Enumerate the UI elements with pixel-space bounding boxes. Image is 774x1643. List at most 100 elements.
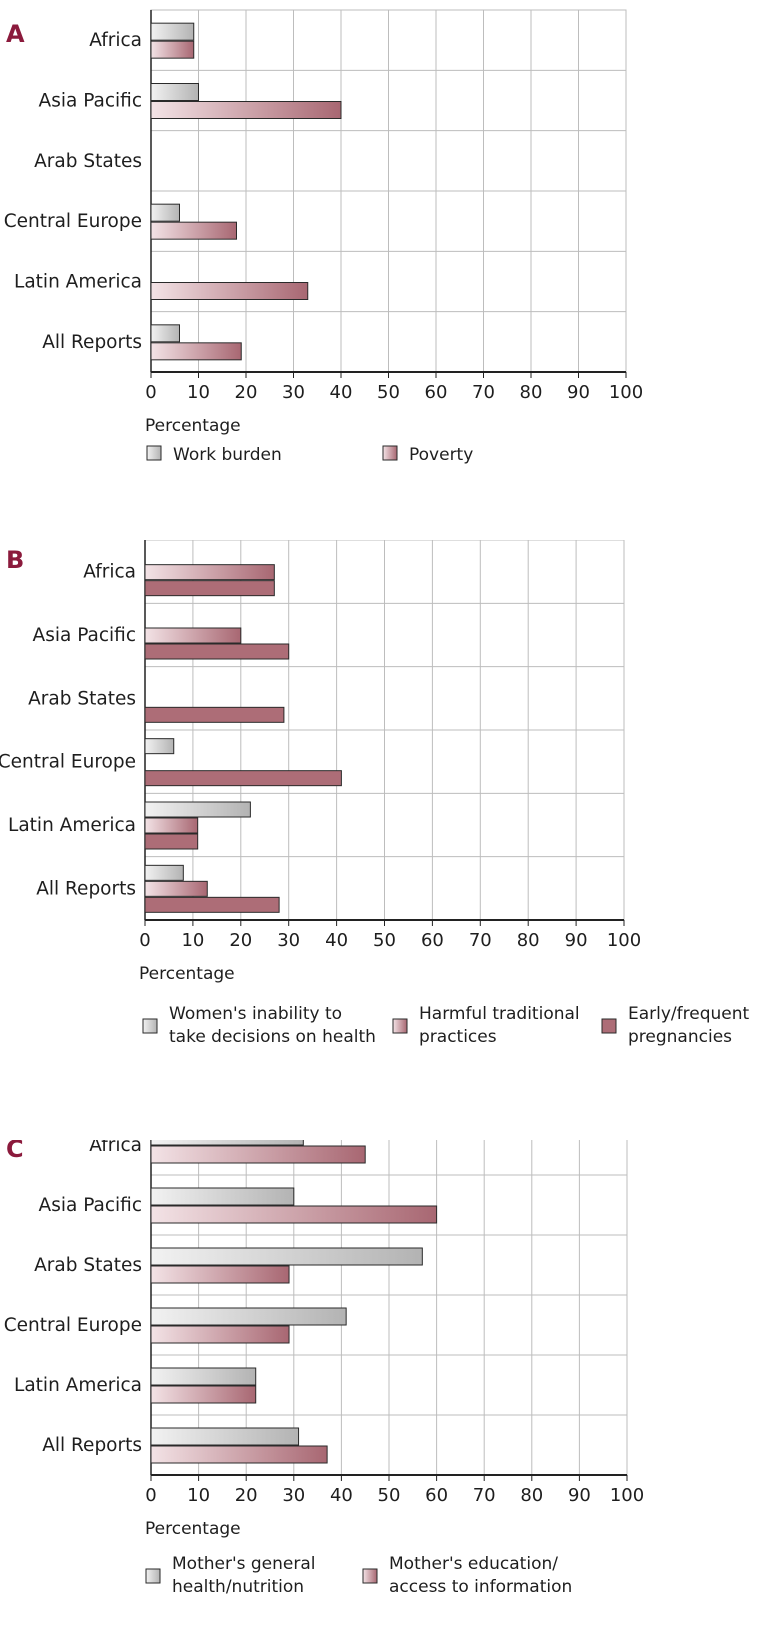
legend-label-women-s-inability-to-take-decisions-on-health: Women's inability to <box>169 1004 342 1024</box>
bar-asia-pacific-mother-s-education-access-to-information <box>150 1205 438 1224</box>
bar-latin-america-women-s-inability-to-take-decisions-on-health <box>144 801 251 818</box>
bar-africa-harmful-traditional-practices <box>144 564 275 581</box>
bar-africa-mother-s-general-health-nutrition <box>150 1140 304 1146</box>
legend: Work burden Poverty <box>146 445 473 465</box>
bar-latin-america-harmful-traditional-practices <box>144 817 199 834</box>
legend-swatch-mother-s-education-access-to-information <box>362 1568 378 1584</box>
x-tick-label: 60 <box>421 930 444 951</box>
bar-central-europe-work-burden <box>150 203 180 222</box>
x-tick-label: 90 <box>567 382 590 403</box>
x-tick-label: 40 <box>330 1485 353 1506</box>
category-label-all-reports: All Reports <box>42 1435 142 1456</box>
category-label-asia-pacific: Asia Pacific <box>33 625 136 646</box>
category-label-africa: Africa <box>89 1140 142 1156</box>
bar-latin-america-mother-s-general-health-nutrition <box>150 1367 257 1386</box>
x-tick-label: 20 <box>235 382 258 403</box>
x-tick-label: 90 <box>565 930 588 951</box>
x-tick-label: 10 <box>181 930 204 951</box>
bar-africa-poverty <box>150 40 195 59</box>
grid <box>144 540 625 921</box>
bar-central-europe-women-s-inability-to-take-decisions-on-health <box>144 738 175 755</box>
x-tick-label: 30 <box>277 930 300 951</box>
x-tick-label: 70 <box>469 930 492 951</box>
x-tick-label: 70 <box>472 382 495 403</box>
legend-swatch-work-burden <box>146 445 162 461</box>
x-tick-label: 10 <box>187 1485 210 1506</box>
panel-label: A <box>6 20 25 48</box>
bar-africa-work-burden <box>150 22 195 41</box>
bar-all-reports-mother-s-education-access-to-information <box>150 1445 328 1464</box>
legend-label-harmful-traditional-practices: Harmful traditional <box>419 1004 580 1024</box>
bar-latin-america-early-frequent-pregnancies <box>144 833 199 850</box>
x-tick-label: 20 <box>235 1485 258 1506</box>
legend: Mother's general health/nutrition Mother's… <box>145 1554 572 1597</box>
legend-swatch-mother-s-general-health-nutrition <box>145 1568 161 1584</box>
legend-label-work-burden: Work burden <box>173 445 282 465</box>
bar-asia-pacific-work-burden <box>150 83 199 101</box>
x-tick-label: 70 <box>473 1485 496 1506</box>
x-tick-label: 60 <box>425 1485 448 1506</box>
x-tick-label: 30 <box>282 382 305 403</box>
x-tick-label: 40 <box>330 382 353 403</box>
chart-a-svg: A 0 10 20 30 40 50 60 70 80 90 100 Percentage Africa A… <box>4 9 643 465</box>
bar-africa-mother-s-education-access-to-information <box>150 1145 366 1164</box>
x-tick-label: 80 <box>520 1485 543 1506</box>
category-label-latin-america: Latin America <box>14 1375 142 1396</box>
x-tick-label: 90 <box>568 1485 591 1506</box>
grid <box>150 9 627 373</box>
x-tick-label: 20 <box>229 930 252 951</box>
legend-label-women-s-inability-to-take-decisions-on-health: take decisions on health <box>169 1027 376 1047</box>
chart-panel-a: A 0 10 20 30 40 50 60 70 80 90 100 Percentage Africa A… <box>0 0 774 505</box>
bar-central-europe-early-frequent-pregnancies <box>144 770 342 787</box>
bar-asia-pacific-harmful-traditional-practices <box>144 627 242 644</box>
bar-arab-states-early-frequent-pregnancies <box>144 706 285 723</box>
category-label-africa: Africa <box>89 30 142 51</box>
bar-all-reports-harmful-traditional-practices <box>144 880 208 897</box>
chart-c-svg: C 0 10 20 30 40 50 60 70 80 90 100 Percentage Africa A… <box>4 1140 644 1597</box>
category-label-arab-states: Arab States <box>34 151 142 172</box>
panel-label: C <box>6 1140 24 1163</box>
bar-all-reports-women-s-inability-to-take-decisions-on-health <box>144 864 184 881</box>
bar-all-reports-work-burden <box>150 324 180 343</box>
category-label-all-reports: All Reports <box>36 878 136 899</box>
legend-label-mother-s-general-health-nutrition: Mother's general <box>172 1554 316 1574</box>
category-label-all-reports: All Reports <box>42 332 142 353</box>
x-tick-label: 100 <box>610 1485 644 1506</box>
chart-b-svg: B 0 10 20 30 40 50 60 70 80 90 100 Percentage Africa A… <box>0 540 750 1047</box>
bar-latin-america-poverty <box>150 282 309 300</box>
legend-label-poverty: Poverty <box>409 445 473 465</box>
bar-all-reports-early-frequent-pregnancies <box>144 896 280 913</box>
x-tick-label: 80 <box>520 382 543 403</box>
bar-latin-america-mother-s-education-access-to-information <box>150 1385 257 1404</box>
x-axis-title: Percentage <box>145 416 241 436</box>
x-tick-label: 100 <box>609 382 643 403</box>
x-tick-label: 50 <box>373 930 396 951</box>
legend-label-mother-s-education-access-to-information: Mother's education/ <box>389 1554 558 1574</box>
legend: Women's inability to take decisions on he… <box>142 1004 750 1047</box>
bar-all-reports-poverty <box>150 342 242 361</box>
x-tick-label: 50 <box>377 382 400 403</box>
x-tick-label: 30 <box>282 1485 305 1506</box>
category-label-latin-america: Latin America <box>14 272 142 293</box>
category-label-arab-states: Arab States <box>34 1255 142 1276</box>
category-label-africa: Africa <box>83 562 136 583</box>
legend-label-early-frequent-pregnancies: Early/frequent <box>628 1004 750 1024</box>
legend-swatch-early-frequent-pregnancies <box>601 1018 617 1034</box>
category-label-asia-pacific: Asia Pacific <box>39 91 142 112</box>
x-tick-label: 50 <box>378 1485 401 1506</box>
bar-central-europe-poverty <box>150 221 237 240</box>
x-tick-label: 0 <box>145 382 156 403</box>
bar-asia-pacific-poverty <box>150 101 342 119</box>
panel-label: B <box>6 546 24 574</box>
legend-label-early-frequent-pregnancies: pregnancies <box>628 1027 732 1047</box>
bar-asia-pacific-mother-s-general-health-nutrition <box>150 1187 295 1206</box>
bar-arab-states-mother-s-general-health-nutrition <box>150 1247 423 1266</box>
legend-label-mother-s-education-access-to-information: access to information <box>389 1577 572 1597</box>
category-label-central-europe: Central Europe <box>4 211 142 232</box>
category-label-central-europe: Central Europe <box>0 752 136 773</box>
bar-all-reports-mother-s-general-health-nutrition <box>150 1427 300 1446</box>
legend-swatch-poverty <box>382 445 398 461</box>
x-tick-label: 100 <box>607 930 641 951</box>
bar-arab-states-mother-s-education-access-to-information <box>150 1265 290 1284</box>
category-label-asia-pacific: Asia Pacific <box>39 1195 142 1216</box>
